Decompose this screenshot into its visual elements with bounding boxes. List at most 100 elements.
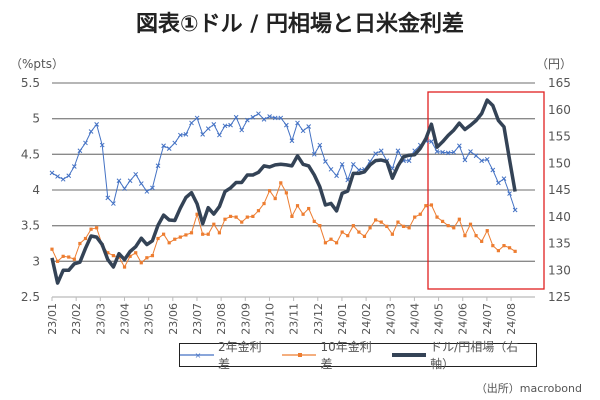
data-point-2y bbox=[451, 149, 457, 155]
data-point-10y bbox=[351, 224, 355, 228]
data-point-2y bbox=[479, 158, 485, 164]
y-right-tick-label: 150 bbox=[548, 156, 571, 170]
data-point-2y bbox=[501, 176, 507, 181]
data-point-10y bbox=[418, 212, 422, 216]
data-point-10y bbox=[55, 259, 60, 263]
data-point-10y bbox=[156, 236, 160, 241]
data-point-2y bbox=[144, 189, 150, 194]
data-point-10y bbox=[468, 222, 473, 226]
y-right-axis-label: （円） bbox=[536, 57, 572, 71]
legend-label-2y: 2年金利差 bbox=[217, 340, 262, 371]
x-tick-label: 23/04 bbox=[118, 303, 131, 335]
svg-text:×: × bbox=[195, 351, 202, 360]
data-point-10y bbox=[284, 191, 288, 195]
data-point-2y bbox=[66, 173, 72, 179]
data-point-2y bbox=[60, 176, 66, 182]
data-point-10y bbox=[256, 209, 261, 213]
data-point-2y bbox=[99, 142, 105, 148]
data-point-2y bbox=[105, 195, 111, 201]
data-point-2y bbox=[133, 171, 139, 177]
y-left-tick-label: 5.5 bbox=[21, 76, 40, 90]
data-point-2y bbox=[94, 122, 99, 127]
x-tick-label: 24/07 bbox=[481, 303, 494, 335]
data-point-2y bbox=[440, 149, 445, 155]
highlight-box bbox=[427, 91, 545, 290]
data-point-10y bbox=[334, 241, 339, 245]
data-point-10y bbox=[167, 241, 171, 245]
data-point-2y bbox=[484, 156, 490, 162]
data-point-10y bbox=[262, 201, 266, 206]
data-point-2y bbox=[323, 159, 328, 164]
data-point-2y bbox=[127, 178, 133, 184]
data-point-2y bbox=[217, 132, 222, 138]
data-point-2y bbox=[71, 164, 77, 169]
data-point-10y bbox=[396, 220, 400, 224]
data-point-10y bbox=[463, 234, 467, 238]
data-point-10y bbox=[106, 251, 110, 255]
x-tick-label: 24/03 bbox=[384, 303, 397, 335]
data-point-10y bbox=[61, 254, 65, 258]
data-point-2y bbox=[250, 114, 256, 120]
data-point-10y bbox=[290, 214, 294, 218]
data-point-2y bbox=[239, 127, 245, 133]
data-point-10y bbox=[513, 249, 517, 253]
data-point-10y bbox=[295, 204, 300, 208]
y-left-tick-label: 4 bbox=[32, 183, 40, 197]
data-point-10y bbox=[491, 244, 495, 248]
data-point-10y bbox=[457, 217, 461, 221]
series-line-0 bbox=[51, 113, 516, 211]
data-point-10y bbox=[413, 215, 417, 219]
x-tick-label: 23/07 bbox=[191, 303, 204, 335]
data-point-2y bbox=[55, 174, 60, 179]
data-point-10y bbox=[435, 215, 439, 219]
data-point-10y bbox=[446, 224, 450, 228]
y-right-tick-label: 125 bbox=[548, 290, 571, 304]
data-point-2y bbox=[295, 120, 300, 126]
x-tick-label: 23/08 bbox=[215, 303, 228, 335]
data-point-2y bbox=[512, 207, 518, 213]
data-point-2y bbox=[261, 117, 267, 122]
data-point-10y bbox=[385, 224, 389, 228]
data-point-10y bbox=[368, 226, 372, 230]
data-point-10y bbox=[173, 237, 177, 241]
x-tick-label: 23/06 bbox=[167, 303, 180, 335]
data-point-2y bbox=[434, 149, 440, 154]
data-point-2y bbox=[429, 139, 434, 144]
data-point-10y bbox=[178, 235, 182, 239]
data-point-2y bbox=[311, 151, 317, 157]
data-point-2y bbox=[456, 143, 462, 149]
data-point-2y bbox=[211, 122, 217, 127]
chart-title: 図表①ドル / 円相場と日米金利差 bbox=[136, 12, 464, 37]
data-point-10y bbox=[189, 231, 194, 235]
y-right-tick-label: 155 bbox=[548, 130, 571, 144]
x-tick-label: 24/02 bbox=[360, 303, 373, 335]
data-point-10y bbox=[323, 241, 328, 245]
data-point-2y bbox=[339, 161, 345, 167]
series-line-2 bbox=[50, 98, 517, 285]
data-point-10y bbox=[429, 203, 434, 207]
data-point-2y bbox=[83, 140, 88, 146]
data-point-2y bbox=[77, 148, 83, 154]
data-point-10y bbox=[195, 212, 199, 216]
x-tick-label: 23/12 bbox=[312, 303, 325, 335]
legend-swatch-10y bbox=[282, 353, 317, 357]
x-tick-label: 24/06 bbox=[457, 303, 470, 335]
data-point-10y bbox=[134, 251, 138, 255]
data-point-2y bbox=[267, 114, 272, 119]
data-point-10y bbox=[201, 232, 205, 236]
data-point-2y bbox=[334, 173, 339, 179]
x-tick-label: 23/01 bbox=[46, 303, 59, 335]
data-point-10y bbox=[150, 254, 155, 258]
data-point-10y bbox=[273, 196, 277, 201]
data-point-10y bbox=[301, 212, 305, 216]
data-point-2y bbox=[300, 128, 306, 134]
x-tick-label: 24/01 bbox=[336, 303, 349, 335]
data-point-2y bbox=[205, 126, 211, 132]
data-point-2y bbox=[172, 140, 178, 146]
data-point-2y bbox=[350, 161, 356, 167]
data-point-2y bbox=[155, 163, 161, 169]
data-point-10y bbox=[268, 189, 272, 193]
data-point-10y bbox=[362, 234, 367, 238]
